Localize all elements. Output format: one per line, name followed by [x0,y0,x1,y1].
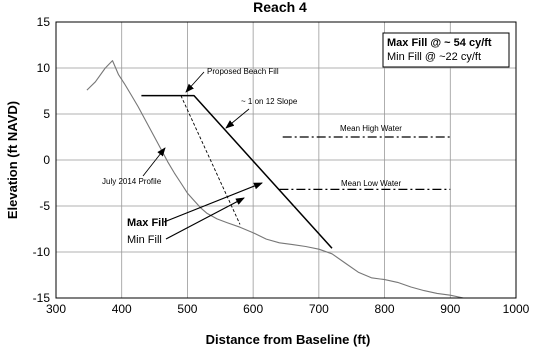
y-axis-title: Elevation (ft NAVD) [5,101,20,219]
annotation-max-fill-arrow [163,182,263,223]
annotation-proposed-beach-fill: Proposed Beach Fill [207,67,279,76]
series-lines [86,60,464,299]
y-tick-label: 10 [37,61,51,75]
y-tick-label: 5 [43,107,50,121]
y-tick-label: -5 [39,199,50,213]
x-tick-label: 600 [243,302,263,316]
legend-box: Max Fill @ ~ 54 cy/ft Min Fill @ ~22 cy/… [382,32,510,68]
grid-lines [56,22,516,298]
x-tick-label: 900 [440,302,460,316]
plot-frame [55,21,517,299]
y-tick-label: 15 [37,15,51,29]
series-line-min-fill [180,95,241,225]
annotation-proposed-beach-fill-leader [185,71,205,93]
annotation-max-fill: Max Fill [127,217,167,229]
series-line-proposed-beach-fill [141,94,333,249]
annotation-min-fill: Min Fill [127,234,162,246]
x-tick-label: 800 [375,302,395,316]
annotation-min-fill-arrow [165,197,245,240]
tick-labels: 300 400 500 600 700 800 900 1000 15 10 5 0 -5 -10 -15 [33,15,530,316]
annotation-slope: ~ 1 on 12 Slope [241,97,298,106]
annotation-july-2014-profile-leader [142,147,166,177]
annotation-mean-low-water: Mean Low Water [341,179,402,188]
legend-min-fill: Min Fill @ ~22 cy/ft [387,51,481,63]
y-tick-label: -15 [33,291,51,305]
x-tick-label: 1000 [503,302,530,316]
legend-frame [382,32,510,68]
x-tick-label: 400 [112,302,132,316]
annotation-mean-high-water: Mean High Water [340,124,402,133]
series-line-july-2014-profile [86,60,464,299]
x-tick-label: 500 [177,302,197,316]
annotation-slope-leader [225,108,250,129]
chart-title: Reach 4 [253,0,307,15]
annotation-july-2014-profile: July 2014 Profile [102,177,162,186]
x-tick-label: 300 [46,302,66,316]
y-tick-label: 0 [43,153,50,167]
legend-max-fill: Max Fill @ ~ 54 cy/ft [387,37,492,49]
y-tick-label: -10 [33,245,51,259]
x-tick-label: 700 [309,302,329,316]
x-axis-title: Distance from Baseline (ft) [206,332,371,347]
